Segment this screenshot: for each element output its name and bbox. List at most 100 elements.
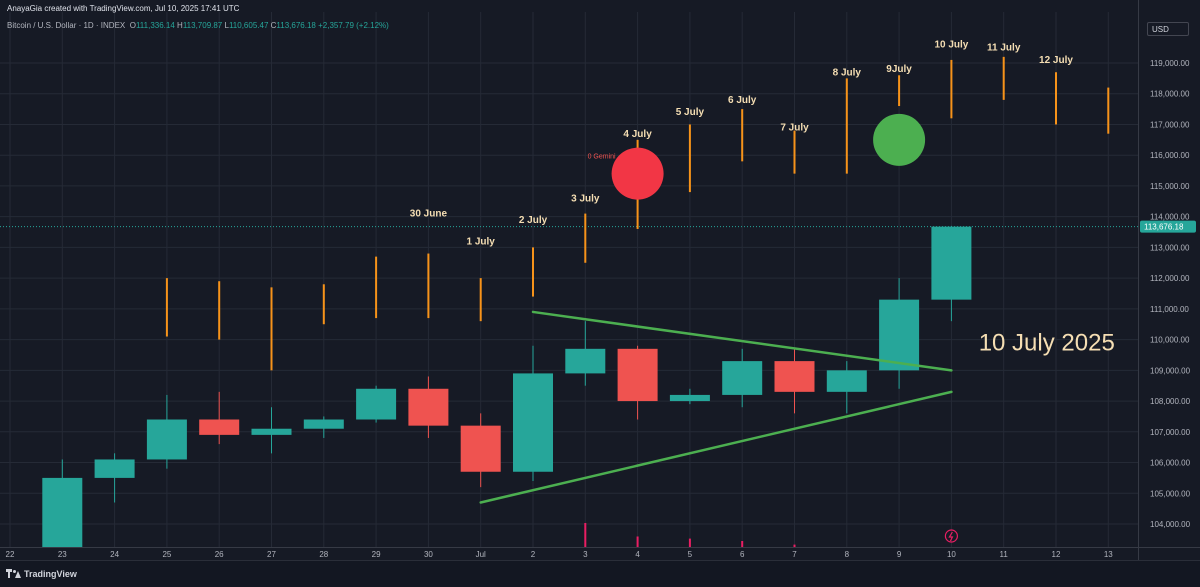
trendline bbox=[479, 390, 953, 504]
price-tick-label: 112,000.00 bbox=[1150, 274, 1190, 283]
candle-body bbox=[722, 361, 763, 395]
projection-bar bbox=[218, 281, 221, 340]
projection-bar bbox=[688, 124, 691, 193]
volume-bar bbox=[584, 523, 587, 547]
close-value: 113,676.18 bbox=[276, 21, 316, 30]
green-circle-marker bbox=[873, 113, 926, 166]
price-axis-bg bbox=[1138, 0, 1200, 587]
lightning-icon bbox=[944, 529, 959, 543]
price-tick-label: 106,000.00 bbox=[1150, 459, 1191, 468]
projection-bar bbox=[270, 287, 273, 371]
time-tick-label: 28 bbox=[319, 550, 328, 559]
time-tick-label: 11 bbox=[1000, 550, 1009, 559]
candle-body bbox=[251, 428, 292, 435]
tradingview-logo-icon bbox=[6, 569, 21, 579]
projection-date-label: 6 July bbox=[728, 95, 757, 106]
currency-button[interactable]: USD bbox=[1147, 22, 1189, 36]
time-tick-label: 29 bbox=[372, 550, 381, 559]
projection-date-label: 11 July bbox=[987, 43, 1021, 54]
projection-date-label: 10 July bbox=[934, 40, 968, 51]
volume-bar bbox=[636, 536, 639, 547]
candle-body bbox=[774, 361, 815, 392]
time-tick-label: 13 bbox=[1104, 550, 1113, 559]
projection-bar bbox=[375, 256, 378, 319]
price-tick-label: 118,000.00 bbox=[1150, 90, 1190, 99]
candle-body bbox=[669, 394, 710, 402]
projection-bar bbox=[165, 278, 168, 337]
change-value: +2,357.79 (+2.12%) bbox=[318, 21, 389, 30]
volume-bar bbox=[688, 538, 691, 547]
low-value: 110,605.47 bbox=[228, 21, 269, 30]
time-tick-label: 3 bbox=[583, 550, 588, 559]
symbol-title[interactable]: Bitcoin / U.S. Dollar · 1D · INDEX bbox=[7, 21, 126, 30]
marker-label: 0 Gemini bbox=[588, 154, 616, 161]
candle-body bbox=[303, 419, 344, 429]
price-tick-label: 113,000.00 bbox=[1150, 243, 1190, 252]
time-tick-label: 2 bbox=[531, 550, 536, 559]
price-tick-label: 115,000.00 bbox=[1150, 182, 1190, 191]
candle-body bbox=[94, 459, 135, 478]
time-tick-label: 24 bbox=[110, 550, 119, 559]
time-axis-bg bbox=[0, 547, 1138, 560]
time-tick-label: 10 bbox=[947, 550, 956, 559]
projection-date-label: 8 July bbox=[833, 67, 862, 78]
projection-date-labels: 30 June 1 July 2 July 3 July 4 July 5 July 6 J… bbox=[410, 40, 1115, 357]
last-price-label: 113,676.18 bbox=[1144, 223, 1184, 232]
price-tick-label: 104,000.00 bbox=[1150, 520, 1191, 529]
candle-body bbox=[617, 348, 658, 402]
open-label: O bbox=[129, 21, 136, 30]
projection-bar bbox=[741, 109, 744, 162]
price-tick-label: 107,000.00 bbox=[1150, 428, 1191, 437]
candle-body bbox=[931, 226, 972, 300]
price-tick-label: 108,000.00 bbox=[1150, 397, 1191, 406]
candle-body bbox=[356, 388, 397, 420]
projection-bar bbox=[898, 75, 901, 107]
projection-bar bbox=[793, 130, 796, 174]
candle-body bbox=[460, 425, 501, 472]
candle-body bbox=[199, 419, 240, 435]
time-tick-label: 30 bbox=[424, 550, 433, 559]
lightning-bolt bbox=[948, 531, 954, 542]
time-tick-label: Jul bbox=[476, 550, 486, 559]
time-tick-label: 12 bbox=[1052, 550, 1061, 559]
time-tick-label: 8 bbox=[845, 550, 850, 559]
price-tick-label: 109,000.00 bbox=[1150, 366, 1191, 375]
projection-date-label: 3 July bbox=[571, 193, 600, 204]
open-value: 111,336.14 bbox=[135, 21, 175, 30]
projection-bar bbox=[845, 78, 848, 174]
brand-label: TradingView bbox=[24, 569, 77, 579]
price-tick-label: 105,000.00 bbox=[1150, 489, 1191, 498]
close-label: C bbox=[270, 21, 277, 30]
projection-date-label: 2 July bbox=[519, 215, 548, 226]
projection-bar bbox=[584, 213, 587, 263]
time-tick-label: 6 bbox=[740, 550, 745, 559]
price-tick-label: 116,000.00 bbox=[1150, 151, 1190, 160]
time-tick-label: 22 bbox=[6, 550, 15, 559]
candle-body bbox=[826, 370, 867, 392]
time-tick-label: 26 bbox=[215, 550, 224, 559]
projection-bars bbox=[165, 56, 1110, 371]
red-circle-marker bbox=[611, 147, 664, 200]
projection-date-label: 12 July bbox=[1039, 55, 1073, 66]
candle-body bbox=[565, 348, 606, 374]
time-tick-label: 23 bbox=[58, 550, 67, 559]
projection-bar bbox=[532, 247, 534, 297]
price-tick-label: 119,000.00 bbox=[1150, 59, 1190, 68]
price-tick-label: 111,000.00 bbox=[1150, 305, 1189, 314]
projection-date-label: 7 July bbox=[780, 123, 809, 134]
volume-bar bbox=[741, 541, 744, 547]
projection-date-label: 5 July bbox=[676, 107, 705, 118]
footer-bar bbox=[0, 560, 1200, 587]
time-tick-label: 25 bbox=[162, 550, 171, 559]
projection-date-label: 30 June bbox=[410, 209, 448, 220]
projection-date-label: 1 July bbox=[467, 236, 496, 247]
creator-line: AnayaGia created with TradingView.com, J… bbox=[7, 4, 240, 13]
projection-bar bbox=[1107, 87, 1110, 134]
time-tick-label: 9 bbox=[897, 550, 902, 559]
candle-body bbox=[879, 299, 920, 371]
tradingview-brand[interactable]: TradingView bbox=[6, 569, 77, 579]
ohlc-legend: Bitcoin / U.S. Dollar · 1D · INDEX O111,… bbox=[7, 21, 389, 30]
projection-bar bbox=[1055, 72, 1057, 125]
candle-body bbox=[513, 373, 553, 472]
